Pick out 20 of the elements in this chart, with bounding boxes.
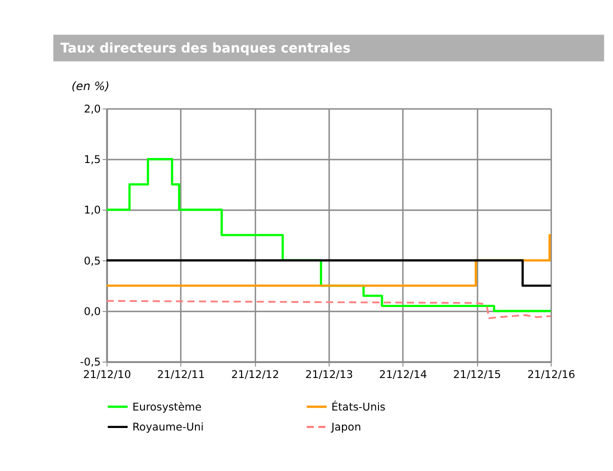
y-tick-label: 0,0 [84,305,102,318]
legend-label: Royaume-Uni [132,420,204,434]
y-axis-title: (en %) [72,79,110,94]
legend-label: Eurosystème [132,400,202,414]
chart-title: Taux directeurs des banques centrales [60,41,351,56]
x-tick-label: 21/12/11 [157,368,205,382]
x-tick-label: 21/12/13 [305,368,354,382]
x-tick-label: 21/12/10 [83,368,132,382]
x-tick-label: 21/12/16 [527,368,576,382]
y-tick-label: 0,5 [84,254,101,268]
y-tick-label: 1,0 [84,204,102,217]
x-tick-label: 21/12/14 [379,368,428,382]
x-tick-label: 21/12/15 [453,368,502,382]
y-tick-label: 1,5 [84,153,101,166]
y-tick-label: 2,0 [84,102,102,116]
x-tick-label: 21/12/12 [231,368,280,382]
line-series [106,300,552,319]
legend-label: Japon [330,420,362,434]
legend-label: États-Unis [331,400,386,414]
y-tick-label: -0,5 [80,356,101,369]
